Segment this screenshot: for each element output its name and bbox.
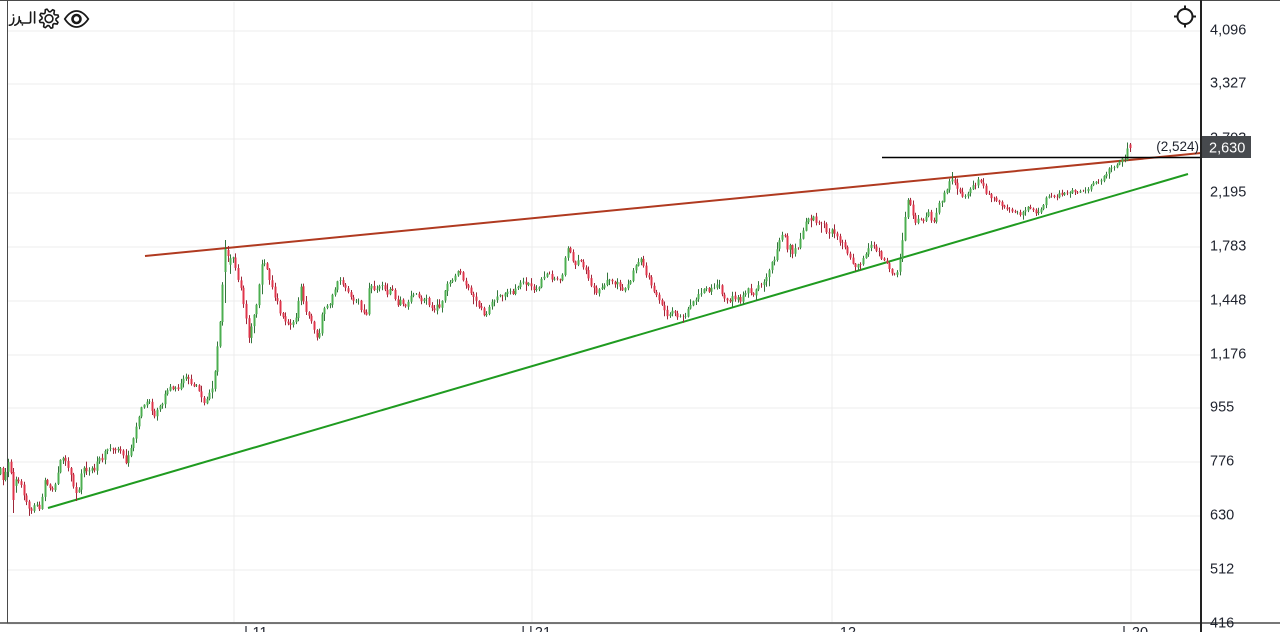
svg-text:776: 776 [1210, 454, 1234, 470]
svg-text:| |: | | [521, 625, 533, 632]
svg-text:3,327: 3,327 [1210, 76, 1246, 92]
svg-text:1,176: 1,176 [1210, 347, 1246, 363]
svg-text:416: 416 [1210, 616, 1234, 632]
svg-text:955: 955 [1210, 400, 1234, 416]
svg-text:512: 512 [1210, 562, 1234, 578]
svg-text:1,448: 1,448 [1210, 293, 1246, 309]
svg-text:11: 11 [252, 625, 267, 632]
svg-text:20: 20 [1132, 625, 1148, 632]
svg-text:1,783: 1,783 [1210, 239, 1246, 255]
svg-text:12: 12 [840, 625, 856, 632]
svg-text:630: 630 [1210, 508, 1234, 524]
svg-text:21: 21 [535, 625, 551, 632]
svg-text:|: | [1122, 625, 1126, 632]
svg-text:2,630: 2,630 [1209, 141, 1245, 157]
svg-text:|: | [244, 625, 248, 632]
svg-text:(2,524): (2,524) [1156, 139, 1199, 154]
svg-text:2,195: 2,195 [1210, 185, 1246, 201]
svg-text:4,096: 4,096 [1210, 23, 1246, 39]
